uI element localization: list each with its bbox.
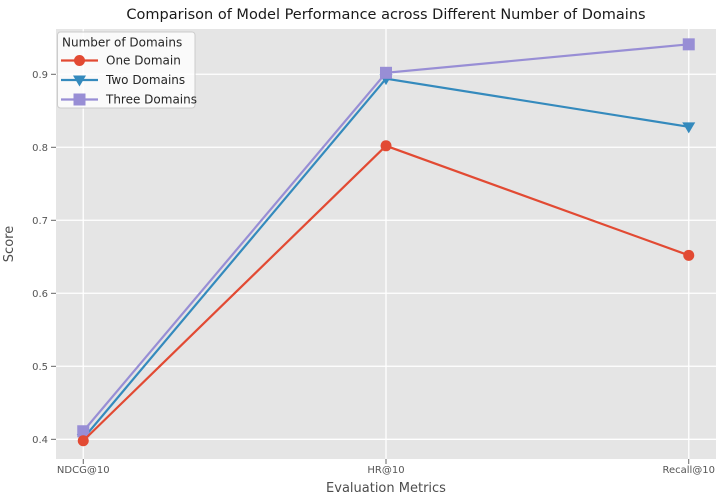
triangle-down-icon <box>73 75 86 87</box>
y-axis-label: Score <box>2 226 17 262</box>
legend-title: Number of Domains <box>62 36 182 50</box>
x-axis-label: Evaluation Metrics <box>326 481 446 496</box>
circle-icon <box>683 249 695 261</box>
legend-entry: One Domain <box>61 54 181 68</box>
circle-icon <box>380 140 392 152</box>
y-axis-tick-labels: 0.4 0.5 0.6 0.7 0.8 0.9 <box>32 70 48 446</box>
y-tick-label: 0.5 <box>32 362 48 373</box>
square-icon <box>380 66 392 79</box>
tick-marks <box>51 73 690 464</box>
legend-box <box>57 31 196 109</box>
legend-entry-label: One Domain <box>106 54 181 68</box>
square-icon <box>77 425 90 438</box>
x-tick-label: NDCG@10 <box>57 465 110 476</box>
y-tick-label: 0.6 <box>32 289 48 300</box>
series-three-domains <box>77 38 695 438</box>
circle-icon <box>74 55 85 66</box>
y-tick-label: 0.4 <box>32 435 48 446</box>
legend-entry: Three Domains <box>61 93 197 107</box>
y-tick-label: 0.7 <box>32 216 48 227</box>
x-axis-tick-labels: NDCG@10 HR@10 Recall@10 <box>57 465 715 476</box>
legend-entry-label: Three Domains <box>105 93 197 107</box>
triangle-down-icon <box>682 122 696 134</box>
x-tick-label: Recall@10 <box>662 465 715 476</box>
legend-entry-label: Two Domains <box>105 73 185 87</box>
square-icon <box>73 93 86 106</box>
legend: Number of Domains One Domain Two Domains Th… <box>57 31 197 109</box>
y-tick-label: 0.9 <box>32 70 48 81</box>
legend-entry: Two Domains <box>61 73 185 87</box>
circle-icon <box>77 435 89 447</box>
square-icon <box>682 38 695 51</box>
x-tick-label: HR@10 <box>367 465 404 476</box>
chart-title: Comparison of Model Performance across D… <box>126 7 645 23</box>
data-series <box>76 38 696 447</box>
series-one-domain <box>77 140 695 447</box>
y-tick-label: 0.8 <box>32 143 48 154</box>
